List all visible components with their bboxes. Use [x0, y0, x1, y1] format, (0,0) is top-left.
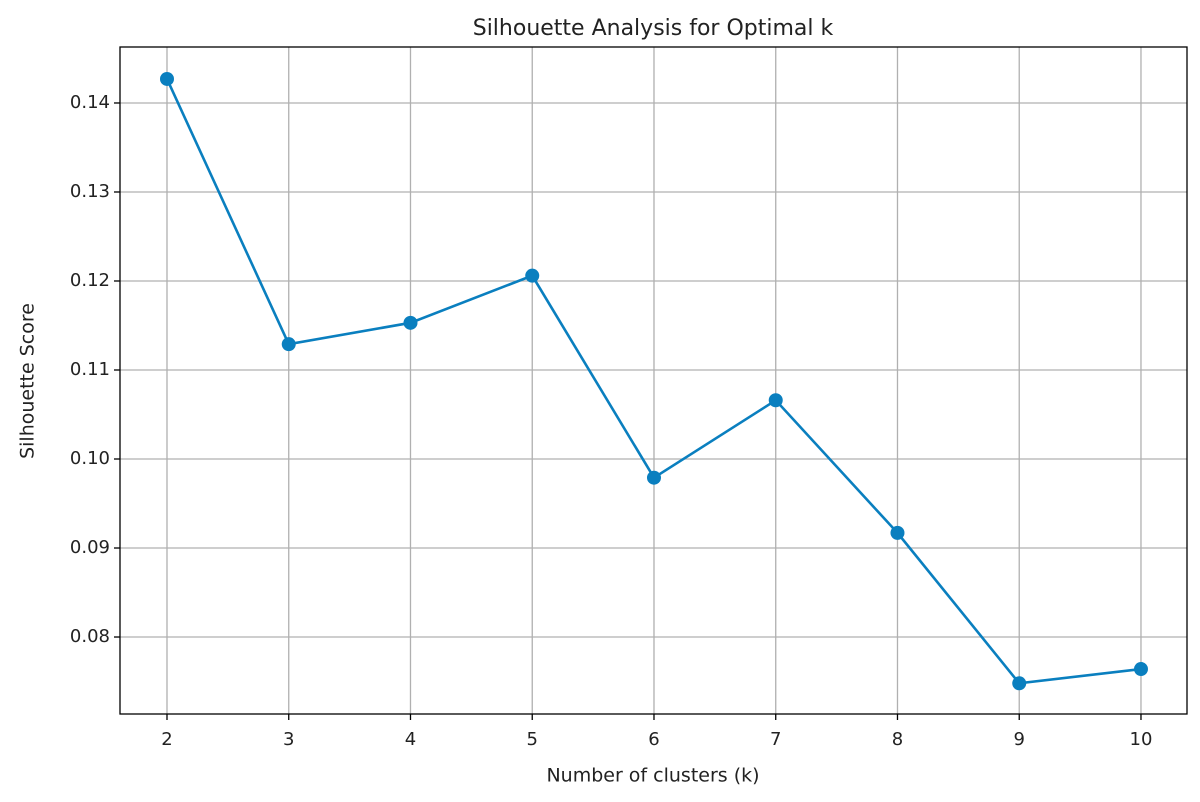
y-tick-label: 0.10 [70, 448, 110, 469]
data-point [768, 393, 783, 408]
data-point [525, 268, 540, 283]
x-tick-label: 2 [161, 729, 172, 750]
x-tick-label: 9 [1014, 729, 1025, 750]
x-tick-label: 5 [527, 729, 538, 750]
y-tick-label: 0.09 [70, 537, 110, 558]
data-point [1133, 662, 1148, 677]
x-axis-label: Number of clusters (k) [546, 765, 759, 787]
chart-title: Silhouette Analysis for Optimal k [473, 16, 834, 41]
data-point [1012, 676, 1027, 691]
x-tick-label: 3 [283, 729, 294, 750]
data-point [159, 71, 174, 86]
x-tick-label: 10 [1130, 729, 1153, 750]
y-tick-label: 0.12 [70, 270, 110, 291]
y-tick-label: 0.08 [70, 626, 110, 647]
x-tick-label: 8 [892, 729, 903, 750]
x-tick-label: 4 [405, 729, 416, 750]
y-tick-label: 0.11 [70, 359, 110, 380]
data-point [646, 470, 661, 485]
data-point [403, 315, 418, 330]
data-point [281, 337, 296, 352]
y-axis-label: Silhouette Score [17, 303, 39, 459]
x-tick-label: 6 [648, 729, 659, 750]
y-tick-label: 0.14 [70, 92, 110, 113]
data-point [890, 525, 905, 540]
y-tick-label: 0.13 [70, 181, 110, 202]
x-tick-label: 7 [770, 729, 781, 750]
plot-frame [119, 46, 1188, 715]
